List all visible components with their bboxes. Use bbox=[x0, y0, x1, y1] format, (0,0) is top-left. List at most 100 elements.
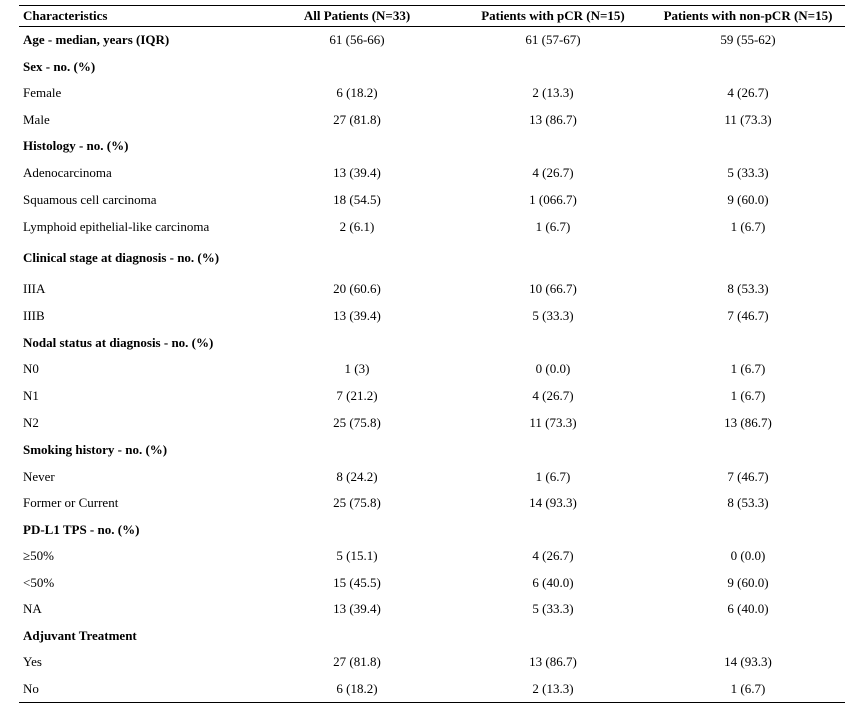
cell-all-patients bbox=[259, 437, 455, 464]
cell-non-pcr bbox=[651, 437, 845, 464]
cell-all-patients: 6 (18.2) bbox=[259, 675, 455, 703]
cell-all-patients: 7 (21.2) bbox=[336, 387, 378, 403]
cell-non-pcr: 0 (0.0) bbox=[730, 548, 766, 563]
cell-pcr: 4 (26.7) bbox=[532, 387, 574, 403]
section-label: Histology - no. (%) bbox=[23, 138, 129, 153]
cell-pcr bbox=[455, 54, 651, 80]
section-label: Age - median, years (IQR) bbox=[23, 32, 170, 48]
cell-all-patients: 61 (56-66) bbox=[329, 32, 385, 48]
table-row: IIIA 20 (60.6) 10 (66.7) 8 (53.3) bbox=[19, 276, 845, 303]
cell-pcr: 4 (26.7) bbox=[532, 548, 574, 563]
section-row: Age - median, years (IQR) 61 (56-66) 61 (5… bbox=[19, 27, 845, 54]
row-label: N2 bbox=[23, 414, 39, 430]
table-body: Age - median, years (IQR) 61 (56-66) 61 (5… bbox=[19, 27, 845, 703]
table-row: Adenocarcinoma 13 (39.4) 4 (26.7) 5 (33.3) bbox=[19, 160, 845, 187]
cell-non-pcr: 14 (93.3) bbox=[724, 654, 772, 669]
row-label: IIIB bbox=[23, 308, 45, 323]
table-row: Male 27 (81.8) 13 (86.7) 11 (73.3) bbox=[19, 107, 845, 133]
header-non-pcr: Patients with non-pCR (N=15) bbox=[651, 5, 845, 27]
cell-pcr: 14 (93.3) bbox=[529, 495, 577, 510]
cell-all-patients bbox=[259, 517, 455, 543]
cell-all-patients: 13 (39.4) bbox=[333, 308, 381, 323]
section-row: Adjuvant Treatment bbox=[19, 623, 845, 649]
cell-non-pcr: 59 (55-62) bbox=[720, 32, 776, 48]
section-label: Clinical stage at diagnosis - no. (%) bbox=[23, 250, 220, 265]
row-label: Lymphoid epithelial-like carcinoma bbox=[23, 219, 210, 234]
section-row: Histology - no. (%) bbox=[19, 133, 845, 160]
cell-pcr bbox=[455, 517, 651, 543]
row-label: NA bbox=[23, 601, 42, 616]
cell-pcr bbox=[455, 330, 651, 356]
table-row: Yes 27 (81.8) 13 (86.7) 14 (93.3) bbox=[19, 649, 845, 676]
cell-all-patients: 15 (45.5) bbox=[333, 574, 381, 590]
cell-non-pcr: 8 (53.3) bbox=[727, 495, 769, 510]
row-label: Adenocarcinoma bbox=[23, 165, 112, 180]
cell-pcr bbox=[455, 437, 651, 464]
row-label: IIIA bbox=[23, 281, 46, 296]
cell-pcr: 13 (86.7) bbox=[529, 654, 577, 669]
table-row: Female 6 (18.2) 2 (13.3) 4 (26.7) bbox=[19, 80, 845, 107]
row-label: Female bbox=[23, 85, 62, 100]
cell-pcr: 6 (40.0) bbox=[532, 574, 574, 590]
row-label: N1 bbox=[23, 387, 39, 403]
section-label: Smoking history - no. (%) bbox=[23, 442, 168, 457]
cell-all-patients: 1 (3) bbox=[344, 361, 370, 376]
section-row: Sex - no. (%) bbox=[19, 54, 845, 80]
cell-all-patients: 8 (24.2) bbox=[336, 468, 378, 484]
cell-pcr: 13 (86.7) bbox=[529, 111, 577, 127]
cell-non-pcr: 6 (40.0) bbox=[727, 601, 769, 616]
cell-non-pcr: 13 (86.7) bbox=[724, 414, 772, 430]
cell-non-pcr: 4 (26.7) bbox=[727, 85, 769, 100]
header-all-patients: All Patients (N=33) bbox=[259, 5, 455, 27]
cell-non-pcr: 8 (53.3) bbox=[727, 281, 769, 296]
section-row: Smoking history - no. (%) bbox=[19, 437, 845, 464]
cell-pcr: 1 (6.7) bbox=[535, 219, 571, 234]
characteristics-table: Characteristics All Patients (N=33) Pati… bbox=[19, 5, 845, 703]
cell-pcr bbox=[455, 133, 651, 160]
cell-all-patients bbox=[259, 241, 455, 276]
row-label: Never bbox=[23, 468, 55, 484]
cell-all-patients bbox=[259, 623, 455, 649]
cell-non-pcr bbox=[651, 623, 845, 649]
table-row: Former or Current 25 (75.8) 14 (93.3) 8 (53… bbox=[19, 490, 845, 517]
table-row: NA 13 (39.4) 5 (33.3) 6 (40.0) bbox=[19, 596, 845, 623]
row-label: N0 bbox=[23, 361, 39, 376]
cell-non-pcr: 7 (46.7) bbox=[727, 308, 769, 323]
table-row: Lymphoid epithelial-like carcinoma 2 (6.1… bbox=[19, 214, 845, 241]
cell-all-patients: 20 (60.6) bbox=[333, 281, 381, 296]
section-label: Adjuvant Treatment bbox=[23, 627, 137, 643]
cell-non-pcr bbox=[651, 517, 845, 543]
cell-non-pcr bbox=[651, 241, 845, 276]
cell-pcr: 10 (66.7) bbox=[529, 281, 577, 296]
cell-all-patients: 25 (75.8) bbox=[333, 414, 381, 430]
table-row: N0 1 (3) 0 (0.0) 1 (6.7) bbox=[19, 356, 845, 383]
table-row: Never 8 (24.2) 1 (6.7) 7 (46.7) bbox=[19, 464, 845, 490]
row-label: No bbox=[19, 675, 259, 703]
cell-pcr: 2 (13.3) bbox=[532, 85, 574, 100]
header-row: Characteristics All Patients (N=33) Pati… bbox=[19, 5, 845, 27]
cell-all-patients bbox=[259, 54, 455, 80]
row-label: <50% bbox=[23, 574, 55, 590]
cell-pcr: 5 (33.3) bbox=[532, 308, 574, 323]
cell-pcr: 1 (066.7) bbox=[529, 192, 577, 207]
table-row: No 6 (18.2) 2 (13.3) 1 (6.7) bbox=[19, 675, 845, 703]
cell-all-patients: 18 (54.5) bbox=[333, 192, 381, 207]
table-row: Squamous cell carcinoma 18 (54.5) 1 (066.7… bbox=[19, 187, 845, 214]
section-label: PD-L1 TPS - no. (%) bbox=[23, 521, 140, 537]
cell-all-patients bbox=[259, 133, 455, 160]
cell-pcr: 61 (57-67) bbox=[525, 32, 581, 48]
cell-all-patients: 2 (6.1) bbox=[339, 219, 375, 234]
table-row: N2 25 (75.8) 11 (73.3) 13 (86.7) bbox=[19, 409, 845, 437]
row-label: Male bbox=[23, 111, 50, 127]
section-row: PD-L1 TPS - no. (%) bbox=[19, 517, 845, 543]
cell-all-patients: 13 (39.4) bbox=[333, 601, 381, 616]
section-label: Nodal status at diagnosis - no. (%) bbox=[23, 334, 214, 350]
cell-pcr: 0 (0.0) bbox=[535, 361, 571, 376]
row-label: ≥50% bbox=[23, 548, 54, 563]
cell-pcr bbox=[455, 241, 651, 276]
cell-non-pcr bbox=[651, 54, 845, 80]
cell-pcr: 11 (73.3) bbox=[529, 414, 577, 430]
cell-non-pcr: 1 (6.7) bbox=[651, 675, 845, 703]
row-label: Squamous cell carcinoma bbox=[23, 192, 157, 207]
cell-all-patients: 6 (18.2) bbox=[336, 85, 378, 100]
